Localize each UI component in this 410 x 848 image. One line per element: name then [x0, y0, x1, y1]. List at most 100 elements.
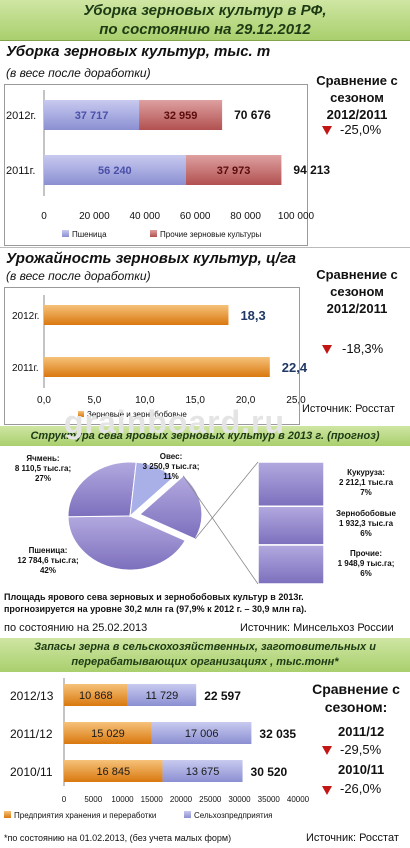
bar-value-label: 13 675: [186, 766, 220, 778]
legend-swatch: [62, 230, 69, 237]
bar-value-label: 37 717: [75, 110, 109, 122]
bar-segment: [44, 100, 140, 130]
down-arrow-icon: [322, 746, 332, 755]
bar-value-label: 18,3: [240, 308, 265, 323]
bar-total-label: 94 213: [293, 163, 330, 177]
legend-label: Зерновые и зернобобовые: [87, 410, 187, 419]
category-label: 2012г.: [6, 110, 36, 122]
category-label: 2011г.: [12, 363, 39, 374]
stocks-source: Источник: Росстат: [306, 832, 399, 844]
bar-segment: [185, 155, 282, 185]
connector-line: [194, 461, 259, 540]
x-tick-label: 35000: [258, 795, 281, 804]
bar-segment: [127, 684, 197, 706]
breakdown-label-corn: Кукуруза: 2 212,1 тыс.га 7%: [338, 468, 394, 497]
bar-value-label: 10 868: [79, 690, 113, 702]
x-tick-label: 15000: [141, 795, 164, 804]
yield-compare-title: Сравнение с сезоном 2012/2011: [316, 267, 398, 316]
harvest-compare-value: -25,0%: [340, 122, 382, 137]
yield-title: Урожайность зерновых культур, ц/га: [6, 250, 296, 267]
bar: [44, 305, 229, 325]
harvest-compare-title: Сравнение с сезоном 2012/2011: [316, 73, 398, 122]
pie-label-wheat: Пшеница: 12 784,6 тыс.га; 42%: [17, 546, 79, 575]
stocks-title-line-2: перерабатывающих организациях , тыс.тонн…: [71, 656, 339, 668]
bar-segment: [151, 722, 252, 744]
bar-segment: [44, 155, 186, 185]
bar-total-label: 22 597: [204, 689, 241, 703]
x-tick-label: 25,0: [286, 395, 306, 406]
sowing-title: Структура сева яровых зерновых культур в…: [30, 430, 380, 442]
pie-label-barley: Ячмень: 8 110,5 тыс.га; 27%: [14, 454, 72, 483]
bar-value-label: 17 006: [185, 728, 219, 740]
pie-label-oats: Овес: 3 250,9 тыс.га; 11%: [142, 452, 200, 481]
bar-value-label: 37 973: [217, 165, 251, 177]
legend-label: Пшеница: [72, 230, 107, 239]
connector-line: [182, 475, 259, 585]
pie-slice: [129, 461, 175, 518]
breakdown-label-legumes: Зернобобовые 1 932,3 тыс.га 6%: [336, 509, 396, 538]
x-tick-label: 80 000: [230, 211, 261, 222]
header-line-1: Уборка зерновых культур в РФ,: [83, 2, 327, 19]
x-tick-label: 20000: [170, 795, 193, 804]
category-label: 2012/13: [10, 689, 54, 703]
stocks-compare-title: Сравнение с сезоном:: [312, 681, 400, 715]
yield-source: Источник: Росстат: [302, 403, 395, 415]
bar-total-label: 30 520: [251, 765, 288, 779]
x-tick-label: 30000: [228, 795, 251, 804]
yield-compare-value: -18,3%: [342, 341, 384, 356]
harvest-title: Уборка зерновых культур, тыс. т: [6, 43, 271, 60]
legend-label: Предприятия хранения и переработки: [14, 811, 156, 820]
sowing-date-note: по состоянию на 25.02.2013: [4, 622, 148, 634]
x-tick-label: 60 000: [180, 211, 211, 222]
category-label: 2011г.: [6, 165, 35, 177]
breakdown-segment: [257, 544, 325, 585]
x-tick-label: 15,0: [185, 395, 205, 406]
legend-swatch: [150, 230, 157, 237]
legend-label: Прочие зерновые культуры: [160, 230, 262, 239]
x-tick-label: 0: [62, 795, 67, 804]
legend-swatch: [4, 811, 11, 818]
category-label: 2010/11: [10, 765, 53, 779]
stocks-footnote: *по состоянию на 01.02.2013, (без учета …: [4, 833, 232, 843]
x-tick-label: 5,0: [87, 395, 101, 406]
down-arrow-icon: [322, 126, 332, 135]
stocks-header-band: [0, 638, 410, 672]
yield-subtitle: (в весе после доработки): [6, 269, 151, 283]
pie-slice: [67, 461, 137, 518]
category-label: 2012г.: [12, 311, 39, 322]
breakdown-label-other: Прочие: 1 948,9 тыс.га; 6%: [337, 549, 395, 578]
bar-segment: [162, 760, 243, 782]
bar-segment: [64, 684, 128, 706]
bar-value-label: 32 959: [164, 110, 198, 122]
harvest-chart-frame: [4, 84, 308, 246]
down-arrow-icon: [322, 786, 332, 795]
stocks-compare-value-2: -26,0%: [340, 781, 382, 796]
x-tick-label: 40000: [287, 795, 310, 804]
sowing-note-line-2: прогнозируется на уровне 30,2 млн га (97…: [4, 604, 307, 614]
bar-segment: [64, 760, 163, 782]
legend-swatch: [184, 811, 191, 818]
x-tick-label: 10,0: [135, 395, 155, 406]
bar-value-label: 11 729: [145, 690, 178, 702]
sowing-note-line-1: Площадь ярового сева зерновых и зернобоб…: [4, 592, 304, 602]
breakdown-segment: [257, 505, 325, 546]
sowing-source: Источник: Минсельхоз России: [240, 622, 394, 634]
legend-label: Сельхозпредприятия: [194, 811, 273, 820]
bar-value-label: 16 845: [96, 766, 130, 778]
bar-segment: [64, 722, 152, 744]
bar-value-label: 22,4: [282, 360, 308, 375]
page-header: Уборка зерновых культур в РФ, по состоян…: [0, 0, 410, 41]
header-line-2: по состоянию на 29.12.2012: [99, 21, 311, 38]
x-tick-label: 0: [41, 211, 47, 222]
bar-segment: [139, 100, 223, 130]
pie-slice: [138, 475, 203, 540]
category-label: 2011/12: [10, 727, 53, 741]
x-tick-label: 0,0: [37, 395, 51, 406]
stocks-title-line-1: Запасы зерна в сельскохозяйственных, заг…: [34, 641, 376, 653]
x-tick-label: 25000: [199, 795, 222, 804]
harvest-subtitle: (в весе после доработки): [6, 66, 151, 80]
bar-value-label: 15 029: [91, 728, 125, 740]
legend-swatch: [78, 411, 84, 417]
bar-value-label: 56 240: [98, 165, 132, 177]
